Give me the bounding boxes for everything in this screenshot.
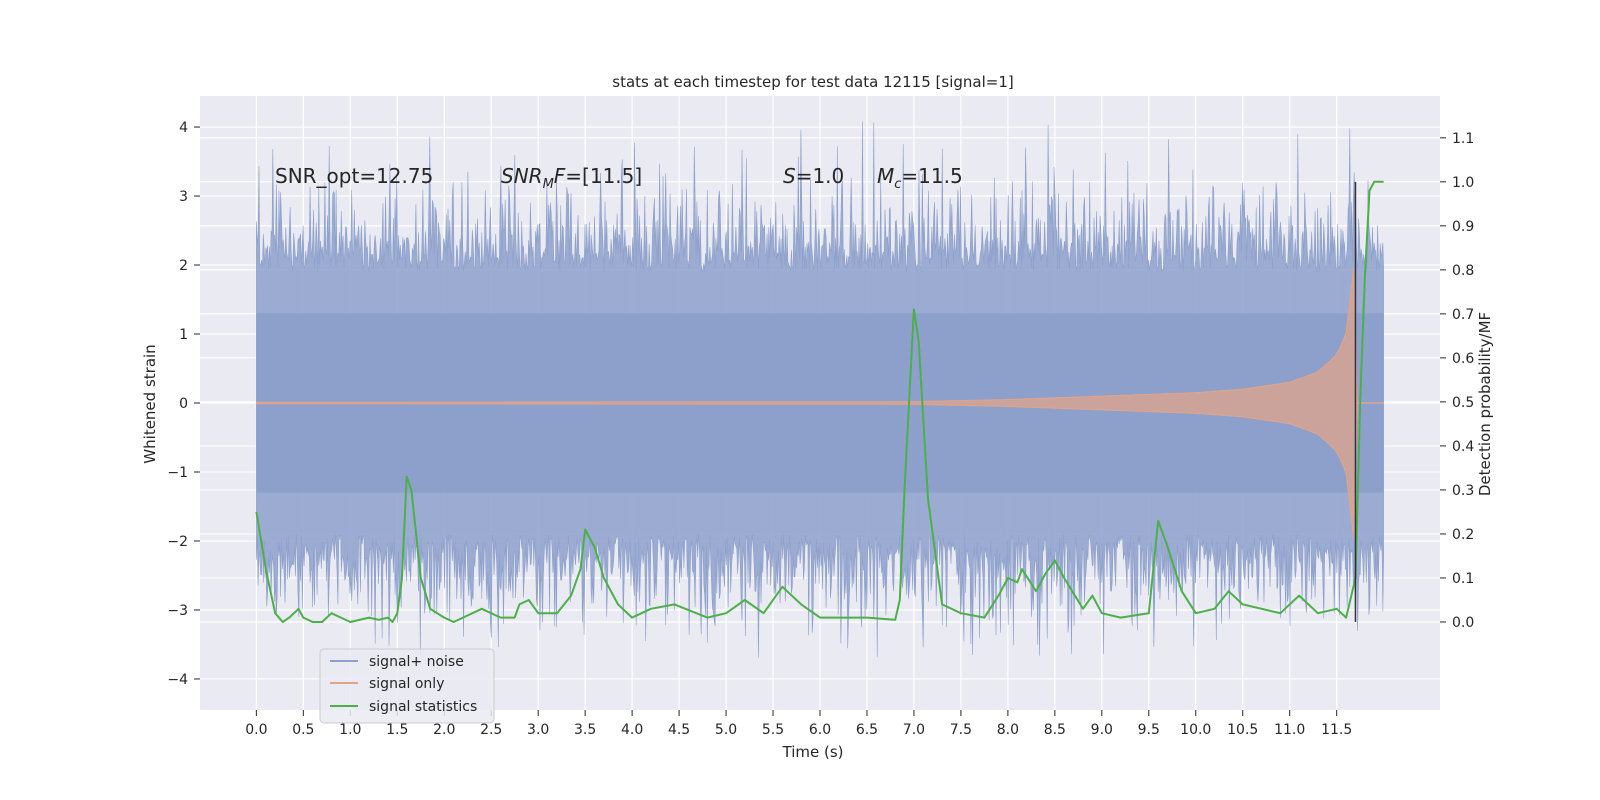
- right-y-tick-label: 0.6: [1452, 351, 1474, 367]
- right-y-tick-label: 0.4: [1452, 439, 1474, 455]
- x-tick-label: 1.0: [339, 722, 361, 738]
- x-tick-label: 11.0: [1274, 722, 1305, 738]
- left-y-tick-label: 1: [179, 327, 188, 343]
- left-y-tick-label: −4: [167, 672, 188, 688]
- right-y-tick-label: 0.5: [1452, 395, 1474, 411]
- x-tick-label: 10.0: [1180, 722, 1211, 738]
- x-axis-ticks: 0.0 0.5 1.0 1.5 2.0 2.5 3.0 3.5 4.0 4.5 5.0 5.5 6.0 6…: [245, 710, 1352, 738]
- x-tick-label: 0.5: [292, 722, 314, 738]
- x-tick-label: 8.5: [1044, 722, 1066, 738]
- right-y-tick-label: 1.0: [1452, 175, 1474, 191]
- x-tick-label: 2.5: [480, 722, 502, 738]
- right-y-axis-ticks: 1.1 1.0 0.9 0.8 0.7 0.6 0.5 0.4 0.3 0.2 0.1 0.0: [1440, 131, 1474, 631]
- legend-label-signal-only: signal only: [369, 676, 444, 692]
- x-tick-label: 11.5: [1321, 722, 1352, 738]
- left-y-tick-label: −3: [167, 603, 188, 619]
- x-tick-label: 3.0: [527, 722, 549, 738]
- left-y-axis-ticks: 4 3 2 1 0 −1 −2 −3 −4: [167, 120, 200, 688]
- legend: signal+ noise signal only signal statist…: [319, 648, 495, 724]
- left-y-tick-label: 4: [179, 120, 188, 136]
- x-tick-label: 6.0: [809, 722, 831, 738]
- left-y-tick-label: 2: [179, 258, 188, 274]
- x-axis-label: Time (s): [782, 743, 844, 761]
- series-signal-statistics: [255, 180, 1384, 623]
- signal-only-series: [255, 266, 1384, 540]
- right-y-tick-label: 1.1: [1452, 131, 1474, 147]
- left-y-tick-label: 0: [179, 396, 188, 412]
- annotation-snr-opt: SNR_opt=12.75: [275, 164, 433, 188]
- right-y-tick-label: 0.0: [1452, 615, 1474, 631]
- annotation-snr-mf: SNRMF=[11.5]: [501, 164, 642, 192]
- x-tick-label: 10.5: [1227, 722, 1258, 738]
- annotation-s: S=1.0: [783, 164, 844, 188]
- x-tick-label: 5.0: [715, 722, 737, 738]
- signal-statistics-series: [255, 180, 1384, 623]
- left-y-tick-label: 3: [179, 189, 188, 205]
- left-y-tick-label: −2: [167, 534, 188, 550]
- right-y-tick-label: 0.9: [1452, 219, 1474, 235]
- right-y-tick-label: 0.8: [1452, 263, 1474, 279]
- x-tick-label: 8.0: [997, 722, 1019, 738]
- right-y-tick-label: 0.3: [1452, 483, 1474, 499]
- x-tick-label: 4.0: [621, 722, 643, 738]
- x-tick-label: 4.5: [668, 722, 690, 738]
- series-signal-only: [255, 266, 1358, 540]
- legend-label-signal-statistics: signal statistics: [369, 699, 477, 715]
- right-y-tick-label: 0.2: [1452, 527, 1474, 543]
- left-y-tick-label: −1: [167, 465, 188, 481]
- left-y-axis-label: Whitened strain: [141, 344, 159, 463]
- x-tick-label: 9.0: [1091, 722, 1113, 738]
- right-y-axis-label: Detection probability/MF: [1476, 312, 1494, 496]
- x-tick-label: 7.5: [950, 722, 972, 738]
- x-tick-label: 3.5: [574, 722, 596, 738]
- x-tick-label: 0.0: [245, 722, 267, 738]
- x-tick-label: 9.5: [1138, 722, 1160, 738]
- right-y-tick-label: 0.1: [1452, 571, 1474, 587]
- legend-label-signal-plus-noise: signal+ noise: [369, 654, 464, 670]
- x-tick-label: 7.0: [903, 722, 925, 738]
- x-tick-label: 6.5: [856, 722, 878, 738]
- right-y-tick-label: 0.7: [1452, 307, 1474, 323]
- x-tick-label: 2.0: [433, 722, 455, 738]
- chart-title: stats at each timestep for test data 121…: [612, 73, 1013, 91]
- annotation-mc: Mc=11.5: [877, 164, 963, 192]
- x-tick-label: 1.5: [386, 722, 408, 738]
- legend-box: [319, 648, 495, 724]
- x-tick-label: 5.5: [762, 722, 784, 738]
